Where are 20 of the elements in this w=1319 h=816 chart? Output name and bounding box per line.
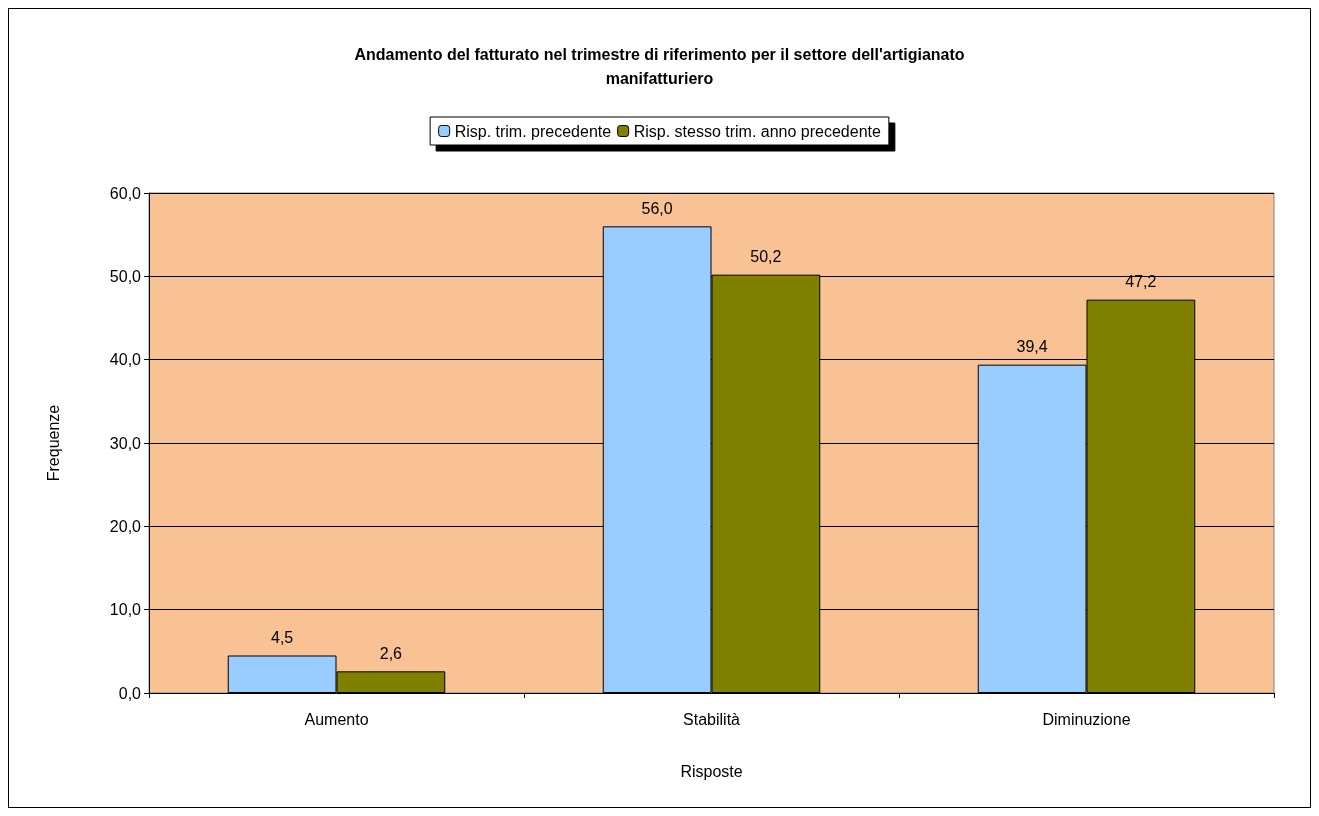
data-label: 39,4 [1016,338,1048,356]
y-axis-title: Frequenze [44,404,62,482]
data-label: 50,2 [750,248,782,266]
x-tick-label: Stabilità [683,710,741,728]
x-axis-title: Risposte [680,762,743,780]
legend-label: Risp. trim. precedente [454,122,612,140]
y-tick-label: 60,0 [109,184,142,202]
data-label: 2,6 [379,644,403,662]
y-tick-label: 50,0 [109,267,142,285]
y-tick-label: 0,0 [118,684,142,702]
y-tick-label: 20,0 [109,517,142,535]
legend-label: Risp. stesso trim. anno precedente [633,122,881,140]
x-tick-label: Aumento [304,710,369,728]
y-tick-label: 40,0 [109,351,142,369]
data-label: 4,5 [271,629,294,646]
y-tick-label: 10,0 [109,601,142,619]
y-tick-label: 30,0 [109,434,142,452]
chart-title: Andamento del fatturato nel trimestre di riferimento per il settore dell'artigianato manifatturiero [354,45,965,87]
data-label: 56,0 [641,199,673,217]
x-tick-label: Diminuzione [1042,710,1131,728]
